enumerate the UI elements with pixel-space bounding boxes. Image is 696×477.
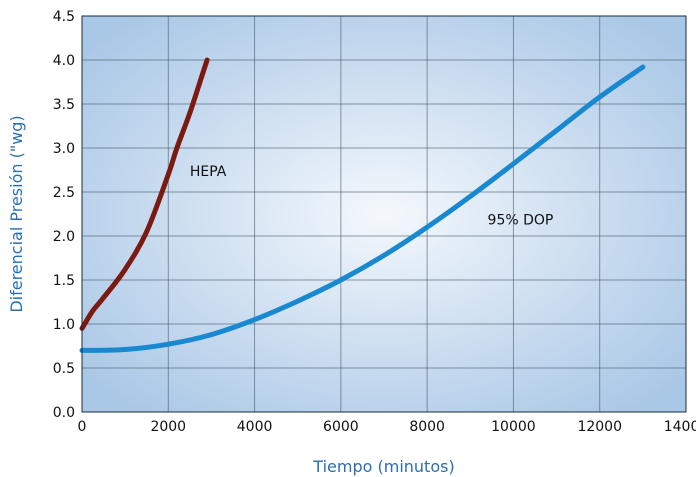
x-tick-label: 8000 [409,419,445,435]
x-tick-label: 4000 [237,419,273,435]
x-tick-label: 2000 [150,419,186,435]
y-tick-label: 0.0 [53,405,75,421]
y-tick-label: 1.5 [53,273,75,289]
series-line-hepa [79,57,210,331]
annotations: HEPA 95% DOP [190,164,553,228]
series-line-dop [79,64,646,353]
y-tick-label: 4.0 [53,53,75,69]
plot-background [82,16,686,412]
y-tick-label: 3.5 [53,97,75,113]
y-tick-label: 4.5 [53,9,75,25]
y-tick-label: 2.5 [53,185,75,201]
x-tick-label: 12000 [577,419,622,435]
x-tick-label: 10000 [491,419,536,435]
y-tick-labels: 0.0 0.5 1.0 1.5 2.0 2.5 3.0 3.5 4.0 4.5 [53,9,75,421]
y-tick-label: 3.0 [53,141,75,157]
y-tick-label: 0.5 [53,361,75,377]
x-tick-label: 6000 [323,419,359,435]
plot-frame [81,15,687,413]
x-axis-title: Tiempo (minutos) [312,457,454,476]
y-tick-label: 1.0 [53,317,75,333]
y-axis-title: Diferencial Presión ("wg) [7,115,26,312]
series-label: 95% DOP [488,213,554,229]
series-group [79,57,646,353]
x-tick-label: 0 [78,419,87,435]
y-tick-label: 2.0 [53,229,75,245]
series-label: HEPA [190,164,227,180]
